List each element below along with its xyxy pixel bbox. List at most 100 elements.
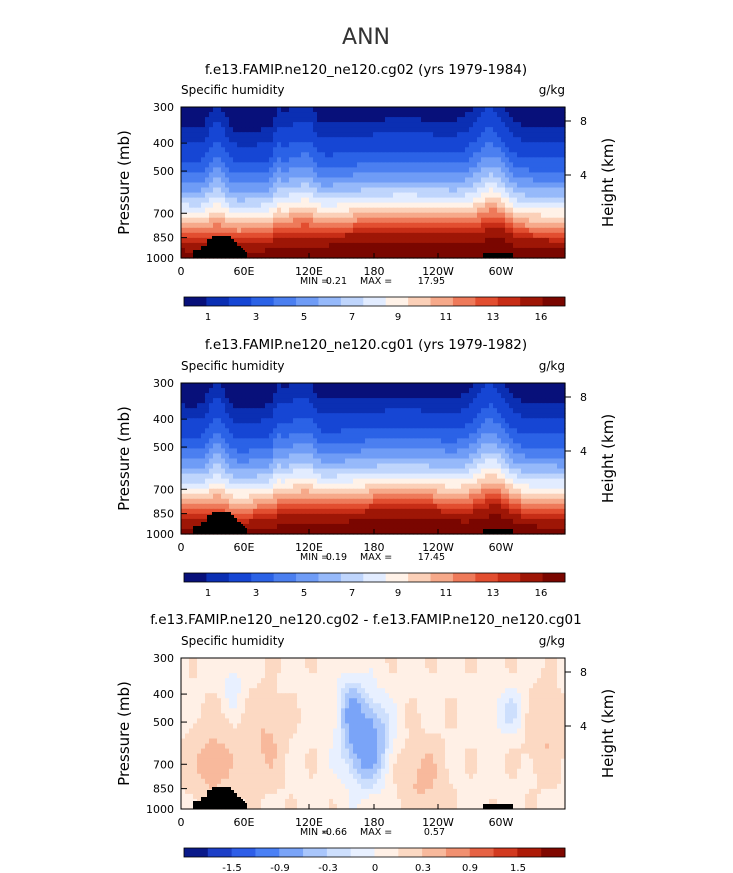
contour-cell [385,453,390,460]
contour-cell [401,237,406,244]
contour-cell [461,202,466,209]
contour-cell [269,252,274,259]
contour-cell [497,383,502,389]
contour-cell [437,187,442,194]
contour-cell [241,132,246,138]
contour-cell [465,127,470,133]
contour-cell [557,483,562,490]
contour-cell [349,157,354,163]
contour-cell [353,122,358,128]
contour-cell [285,443,290,450]
contour-cell [465,398,470,404]
contour-cell [469,398,474,404]
contour-cell [421,107,426,113]
contour-cell [381,192,386,199]
contour-cell [321,403,326,409]
contour-cell [229,217,234,224]
contour-cell [433,167,438,174]
contour-cell [409,192,414,199]
contour-cell [517,393,522,399]
contour-cell [433,237,438,244]
contour-cell [421,242,426,249]
contour-cell [449,433,454,439]
contour-cell [445,428,450,434]
contour-cell [425,247,430,254]
contour-cell [381,237,386,244]
contour-cell [197,398,202,404]
contour-cell [417,217,422,224]
contour-cell [277,458,282,465]
contour-cell [305,408,310,414]
contour-cell [229,448,234,455]
contour-cell [473,388,478,394]
contour-cell [245,473,250,480]
contour-cell [293,117,298,123]
contour-cell [309,423,314,429]
contour-cell [385,177,390,184]
contour-cell [429,112,434,118]
contour-cell [237,433,242,439]
contour-cell [257,127,262,133]
contour-cell [469,177,474,184]
contour-cell [233,207,238,214]
contour-cell [385,157,390,163]
contour-cell [197,177,202,184]
contour-cell [469,388,474,394]
contour-cell [329,177,334,184]
contour-cell [329,413,334,419]
contour-cell [425,408,430,414]
contour-cell [181,197,186,204]
contour-cell [473,433,478,439]
contour-cell [437,418,442,424]
contour-cell [409,217,414,224]
contour-cell [313,192,318,199]
contour-cell [437,192,442,199]
contour-cell [517,418,522,424]
contour-cell [377,217,382,224]
contour-cell [417,413,422,419]
contour-cell [549,207,554,214]
contour-cell [257,433,262,439]
contour-cell [317,443,322,450]
contour-cell [541,147,546,153]
contour-cell [505,403,510,409]
contour-cell [549,107,554,113]
contour-cell [237,167,242,174]
contour-cell [381,162,386,168]
contour-cell [241,403,246,409]
contour-cell [521,453,526,460]
contour-cell [357,458,362,465]
contour-cell [301,132,306,138]
contour-cell [349,192,354,199]
contour-cell [425,227,430,234]
contour-cell [229,408,234,414]
contour-cell [525,448,530,455]
contour-cell [229,383,234,389]
contour-cell [513,443,518,450]
contour-cell [305,418,310,424]
contour-cell [201,147,206,153]
contour-cell [349,483,354,490]
contour-cell [221,152,226,158]
contour-cell [329,383,334,389]
contour-cell [553,393,558,399]
contour-cell [345,232,350,239]
contour-cell [405,152,410,158]
contour-cell [469,212,474,219]
x-tick-label: 180 [364,265,385,278]
contour-cell [461,478,466,485]
contour-cell [525,227,530,234]
contour-cell [521,202,526,209]
contour-cell [537,423,542,429]
contour-cell [197,127,202,133]
contour-cell [185,182,190,189]
contour-cell [517,212,522,219]
contour-cell [257,448,262,455]
contour-cell [473,418,478,424]
contour-cell [253,478,258,485]
contour-cell [309,217,314,224]
contour-cell [193,488,198,495]
contour-cell [481,383,486,389]
contour-cell [425,217,430,224]
contour-cell [493,217,498,224]
